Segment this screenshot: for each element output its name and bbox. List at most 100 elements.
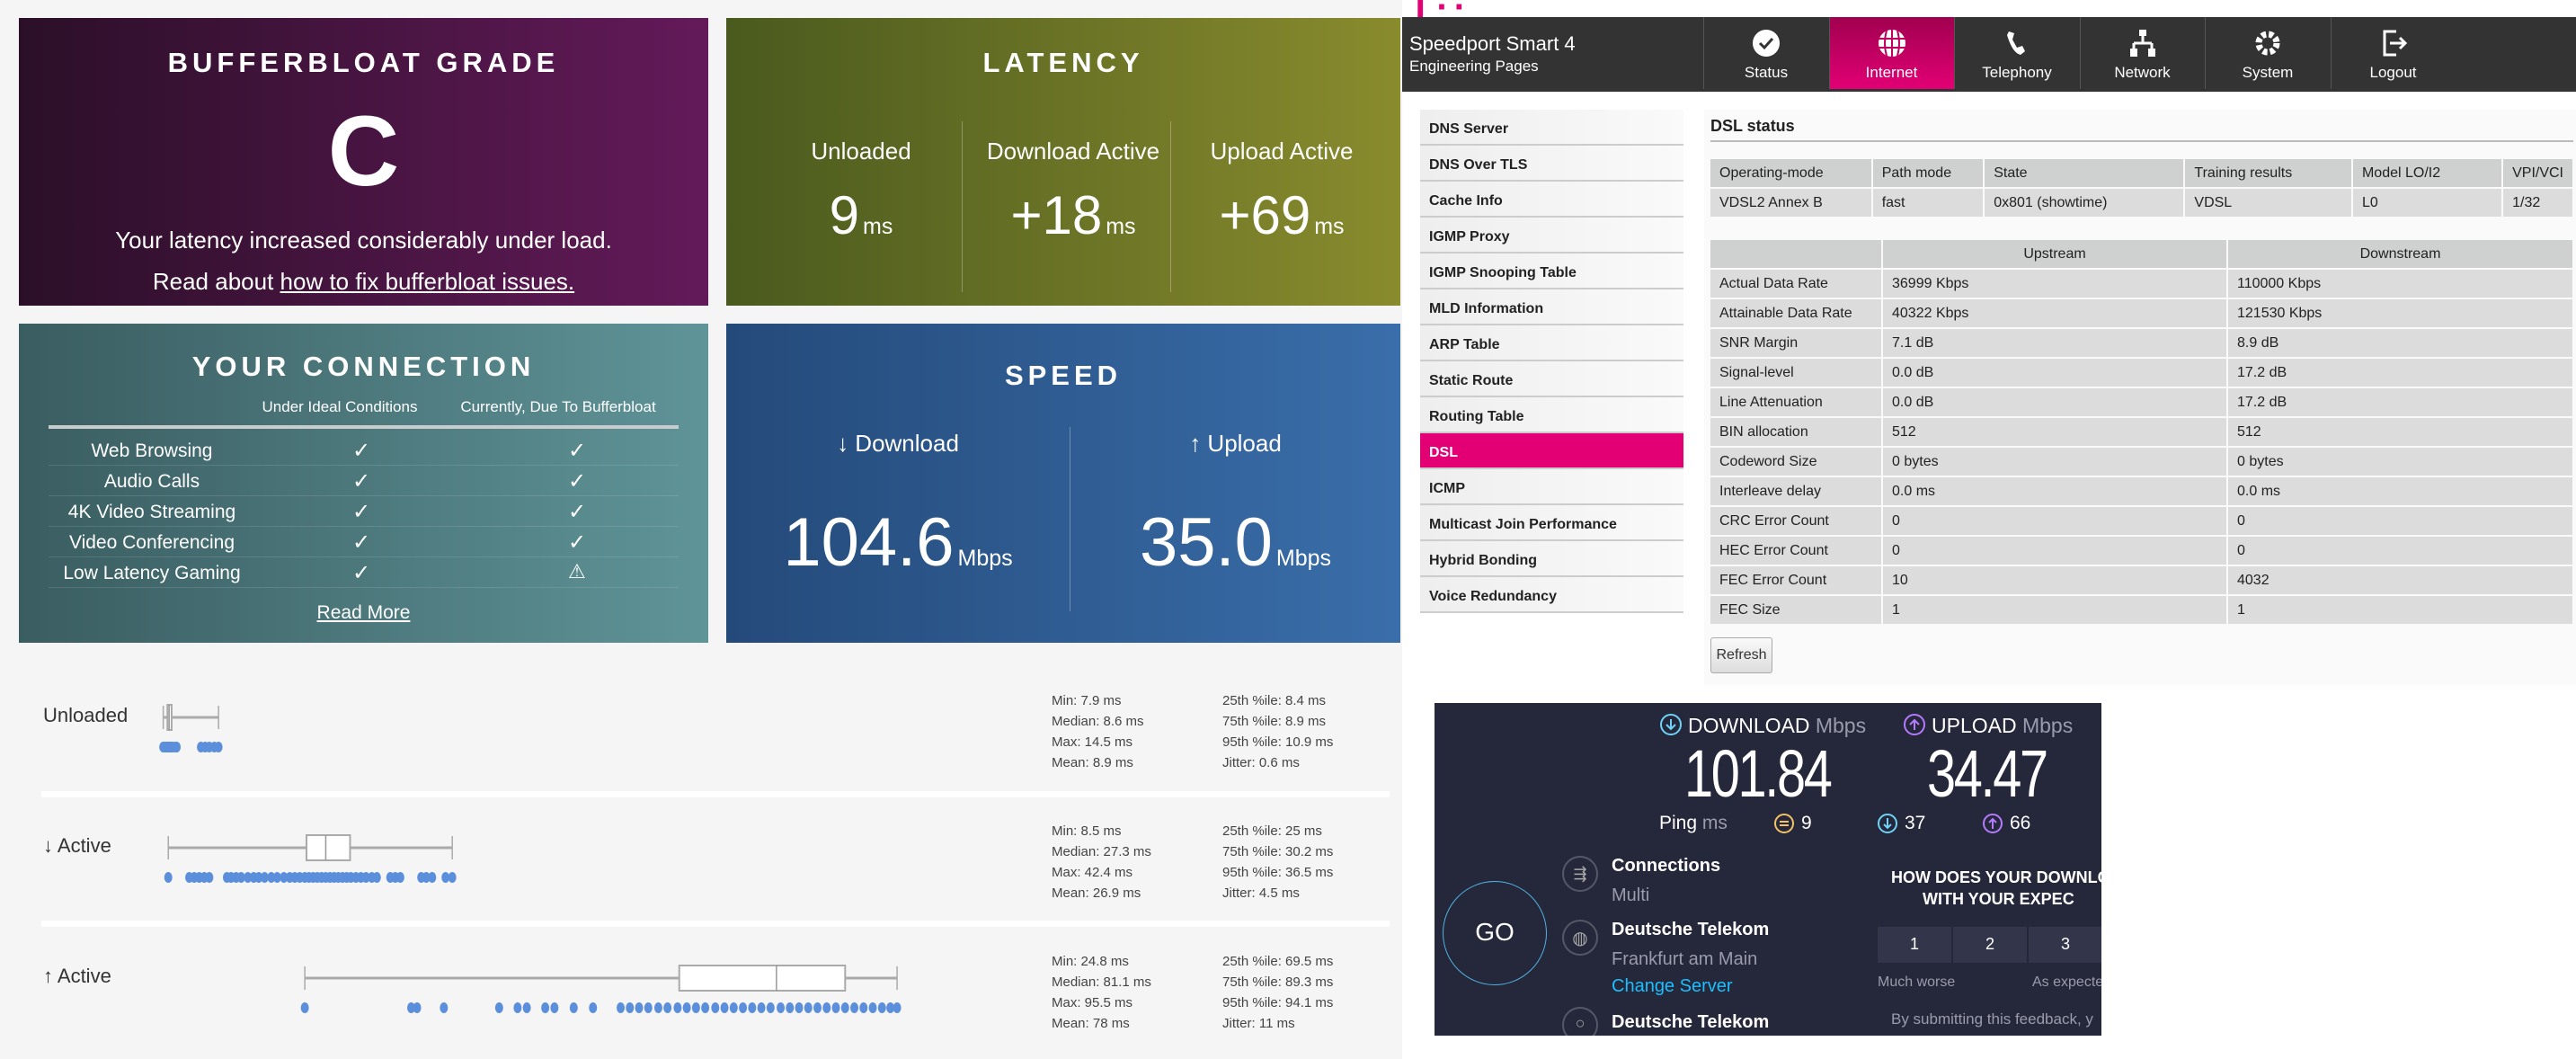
latency-stat: 25th %ile: 8.4 ms bbox=[1222, 693, 1327, 708]
sample-dot bbox=[663, 1002, 672, 1013]
refresh-button[interactable]: Refresh bbox=[1710, 637, 1772, 673]
connections-value: Multi bbox=[1612, 885, 1650, 905]
latency-value: 9 ms bbox=[753, 184, 969, 246]
tab-status[interactable]: Status bbox=[1703, 17, 1828, 89]
table-cell: 0.0 dB bbox=[1883, 388, 2226, 416]
sample-dot bbox=[868, 1002, 877, 1013]
sidebar-item[interactable]: Cache Info bbox=[1420, 182, 1683, 218]
connection-row: Audio Calls ✓ ✓ bbox=[49, 467, 679, 496]
table-cell: 7.1 dB bbox=[1883, 329, 2226, 357]
ping-download: 37 bbox=[1905, 813, 1926, 833]
sidebar-item[interactable]: ARP Table bbox=[1420, 325, 1683, 361]
fix-bufferbloat-link[interactable]: how to fix bufferbloat issues. bbox=[280, 268, 575, 295]
network-icon bbox=[2127, 28, 2158, 58]
col-current-header: Currently, Due To Bufferbloat bbox=[460, 398, 656, 415]
table-cell: 0 bbox=[2228, 537, 2572, 565]
latency-stat: Median: 8.6 ms bbox=[1052, 714, 1144, 729]
sample-dot bbox=[893, 1002, 902, 1013]
ideal-check-icon: ✓ bbox=[352, 469, 371, 494]
sample-dot bbox=[361, 872, 370, 883]
change-server-link[interactable]: Change Server bbox=[1612, 976, 1733, 996]
latency-number: +18 bbox=[1010, 185, 1103, 245]
tab-label: System bbox=[2242, 64, 2294, 81]
connection-row: 4K Video Streaming ✓ ✓ bbox=[49, 497, 679, 527]
sidebar-item[interactable]: ICMP bbox=[1420, 469, 1683, 505]
sidebar-item[interactable]: Voice Redundancy bbox=[1420, 577, 1683, 613]
latency-unit: ms bbox=[1314, 214, 1345, 239]
latency-stat: Max: 42.4 ms bbox=[1052, 865, 1133, 880]
latency-unit: ms bbox=[1106, 214, 1136, 239]
ping-download-icon bbox=[1878, 814, 1897, 833]
row-divider bbox=[41, 921, 1390, 927]
sidebar-item[interactable]: MLD Information bbox=[1420, 289, 1683, 325]
sidebar-item[interactable]: DSL bbox=[1420, 433, 1683, 469]
latency-stat: Mean: 78 ms bbox=[1052, 1016, 1130, 1031]
sidebar-item[interactable]: IGMP Proxy bbox=[1420, 218, 1683, 254]
sample-dot bbox=[407, 1002, 415, 1013]
go-button[interactable]: GO bbox=[1443, 881, 1547, 985]
sidebar-item[interactable]: Hybrid Bonding bbox=[1420, 541, 1683, 577]
sample-dot bbox=[272, 872, 281, 883]
sidebar-item[interactable]: DNS Server bbox=[1420, 110, 1683, 146]
sample-dot bbox=[786, 1002, 795, 1013]
table-cell: 0x801 (showtime) bbox=[1985, 189, 2184, 217]
sample-dot bbox=[254, 872, 263, 883]
table-cell: 0 bytes bbox=[1883, 448, 2226, 476]
sample-dot bbox=[886, 1002, 895, 1013]
download-icon bbox=[1660, 714, 1682, 735]
read-more-link[interactable]: Read More bbox=[316, 602, 411, 623]
latency-stat: Jitter: 11 ms bbox=[1222, 1016, 1295, 1031]
table-cell: 17.2 dB bbox=[2228, 388, 2572, 416]
sample-dot bbox=[513, 1002, 522, 1013]
current-check-icon: ✓ bbox=[568, 439, 587, 463]
sample-dot bbox=[280, 872, 289, 883]
sample-dot bbox=[550, 1002, 559, 1013]
sidebar-item[interactable]: Static Route bbox=[1420, 361, 1683, 397]
rating-3-button[interactable]: 3 bbox=[2029, 927, 2101, 963]
activity-label: Video Conferencing bbox=[68, 532, 235, 553]
tab-telephony[interactable]: Telephony bbox=[1954, 17, 2079, 89]
table-cell: 0 bbox=[1883, 537, 2226, 565]
table-cell: VDSL2 Annex B bbox=[1710, 189, 1871, 217]
sample-dot bbox=[164, 872, 173, 883]
sidebar-item[interactable]: Routing Table bbox=[1420, 397, 1683, 433]
connections-label: Connections bbox=[1612, 856, 1721, 876]
sample-dot bbox=[711, 1002, 720, 1013]
heading-rule bbox=[1710, 140, 2573, 142]
current-check-icon: ✓ bbox=[568, 530, 587, 555]
latency-label: Upload Active bbox=[1210, 138, 1354, 165]
ideal-check-icon: ✓ bbox=[352, 500, 371, 524]
sample-dot bbox=[850, 1002, 859, 1013]
table-cell: FEC Size bbox=[1710, 596, 1881, 624]
table-cell: FEC Error Count bbox=[1710, 566, 1881, 594]
sample-dot bbox=[777, 1002, 786, 1013]
column-header: Operating-mode bbox=[1710, 159, 1871, 187]
latency-stat: 95th %ile: 36.5 ms bbox=[1222, 865, 1334, 880]
connection-row: Video Conferencing ✓ ✓ bbox=[49, 528, 679, 557]
sample-dot bbox=[831, 1002, 840, 1013]
tab-internet[interactable]: Internet bbox=[1828, 17, 1954, 89]
rating-2-button[interactable]: 2 bbox=[1953, 927, 2027, 963]
sample-dot bbox=[813, 1002, 822, 1013]
tab-logout[interactable]: Logout bbox=[2330, 17, 2456, 89]
current-check-icon: ✓ bbox=[568, 500, 587, 524]
download-speed: 104.6 Mbps bbox=[726, 503, 1070, 582]
ping-idle-icon bbox=[1774, 814, 1794, 833]
sample-dot bbox=[673, 1002, 682, 1013]
table-row: Interleave delay 0.0 ms 0.0 ms bbox=[1710, 477, 2572, 505]
column-header: State bbox=[1985, 159, 2184, 187]
tab-system[interactable]: System bbox=[2205, 17, 2330, 89]
table-cell: 17.2 dB bbox=[2228, 359, 2572, 387]
grade-description: Your latency increased considerably unde… bbox=[115, 227, 612, 254]
sidebar-item[interactable]: Multicast Join Performance bbox=[1420, 505, 1683, 541]
activity-label: Web Browsing bbox=[91, 441, 213, 461]
tab-network[interactable]: Network bbox=[2079, 17, 2205, 89]
sample-dot bbox=[494, 1002, 503, 1013]
column-header: Model LO/I2 bbox=[2352, 159, 2502, 187]
latency-label: Unloaded bbox=[811, 138, 911, 165]
rating-1-button[interactable]: 1 bbox=[1878, 927, 1951, 963]
status-check-icon bbox=[1751, 28, 1781, 58]
sidebar-item[interactable]: DNS Over TLS bbox=[1420, 146, 1683, 182]
table-cell: SNR Margin bbox=[1710, 329, 1881, 357]
sidebar-item[interactable]: IGMP Snooping Table bbox=[1420, 254, 1683, 289]
